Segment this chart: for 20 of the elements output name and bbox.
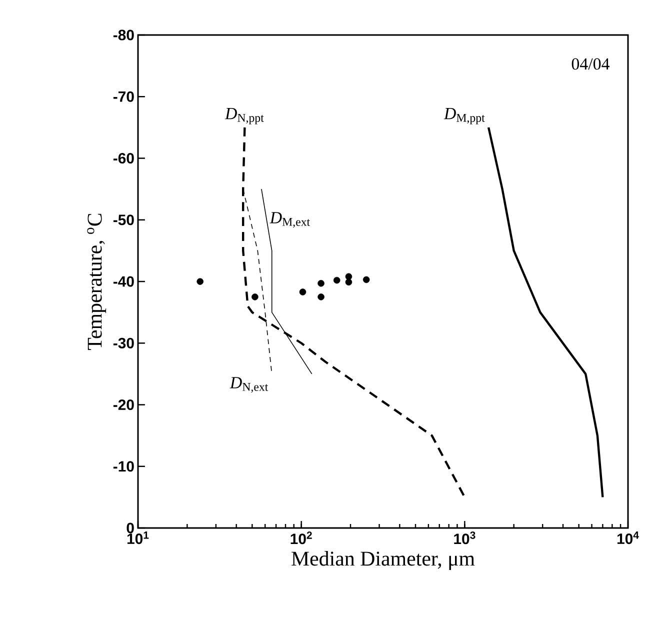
y-tick-label: -60 [113,152,134,164]
y-tick-label: -20 [113,399,134,410]
series-label: D$_{N,ppt}$ [224,108,264,124]
annotation: 04/04 [572,58,610,70]
series-label: D$_{M,ppt}$ [444,108,485,124]
y-tick-label: -10 [113,461,134,472]
series-label: D$_{N,ext}$ [230,377,268,393]
y-tick-label: -80 [113,30,134,40]
y-tick-label: 0 [126,522,134,534]
y-tick-label: -70 [113,91,134,102]
y-axis-title: Temperature, $^{o}$C [87,214,106,350]
y-tick-label: -40 [113,276,134,287]
x-axis-title: Median Diameter, μm [292,551,475,570]
x-tick-label: 10$^{2}$ [290,532,312,544]
series-label: D$_{M,ext}$ [270,212,310,228]
x-tick-label: 10$^{1}$ [127,532,149,544]
x-tick-label: 10$^{4}$ [617,532,639,544]
y-tick-label: -30 [113,338,134,348]
y-tick-label: -50 [113,214,134,226]
x-tick-label: 10$^{3}$ [454,532,476,544]
